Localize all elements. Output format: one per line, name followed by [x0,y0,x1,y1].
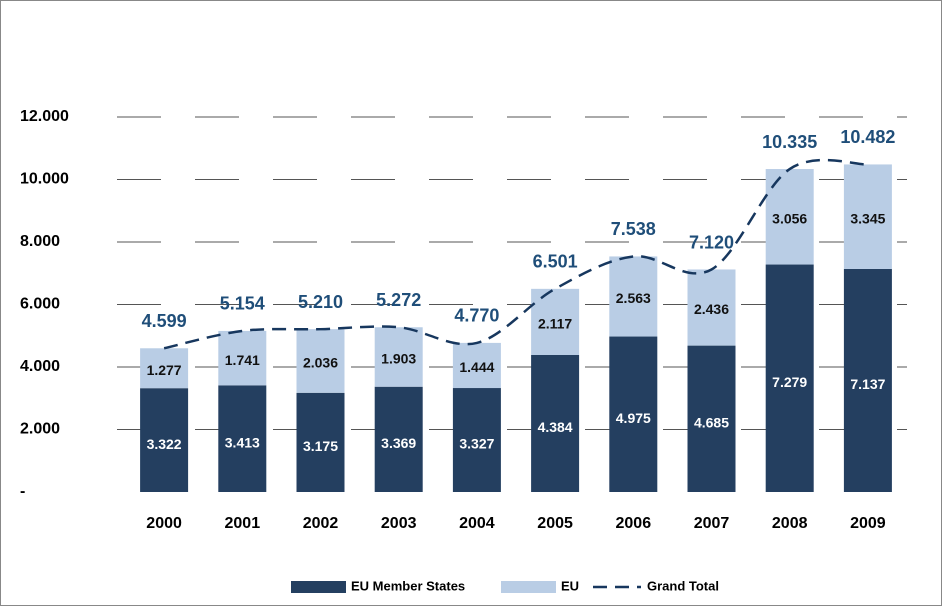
x-tick-label: 2002 [303,515,339,532]
total-label: 5.272 [376,290,421,310]
bar-segment [843,164,892,269]
total-label: 10.335 [762,132,817,152]
data-label: 4.975 [616,410,651,426]
data-label: 3.322 [147,436,182,452]
data-label: 7.137 [850,376,885,392]
x-tick-label: 2001 [225,515,261,532]
data-label: 4.685 [694,415,729,431]
bar-segment [452,388,501,492]
bar-segment [218,385,267,492]
bar-segment [609,336,658,492]
legend-label: Grand Total [647,578,719,593]
data-label: 1.277 [147,362,182,378]
bar-segment [687,269,736,346]
y-tick-label: 12.000 [20,108,69,125]
data-label: 2.036 [303,355,338,371]
total-label: 4.599 [142,311,187,331]
x-tick-label: 2000 [146,515,182,532]
data-label: 3.369 [381,435,416,451]
bar-segment [531,355,580,492]
data-label: 4.384 [538,419,573,435]
y-tick-label: 8.000 [20,233,60,250]
x-tick-label: 2008 [772,515,808,532]
bar-segment [765,264,814,492]
bar-segment [140,348,189,389]
bar-segment [609,256,658,337]
data-label: 3.327 [459,436,494,452]
bar-segment [374,327,423,387]
data-label: 1.444 [459,359,494,375]
bar-segment [687,345,736,492]
y-tick-label: - [20,483,25,500]
y-tick-label: 6.000 [20,296,60,313]
data-label: 2.436 [694,301,729,317]
total-label: 5.154 [220,294,265,314]
y-tick-label: 2.000 [20,421,60,438]
bar-segment [296,329,345,393]
data-label: 3.345 [850,210,885,226]
x-tick-label: 2009 [850,515,886,532]
data-label: 3.413 [225,434,260,450]
bar-segment [452,342,501,389]
x-tick-label: 2004 [459,515,495,532]
total-label: 6.501 [533,252,578,272]
bar-segment [374,386,423,492]
data-label: 3.175 [303,438,338,454]
y-tick-label: 4.000 [20,358,60,375]
y-tick-label: 10.000 [20,171,69,188]
data-label: 7.279 [772,374,807,390]
total-label: 7.538 [611,219,656,239]
total-label: 4.770 [454,306,499,326]
bar-segment [843,268,892,492]
bar-segment [531,288,580,355]
data-label: 3.056 [772,210,807,226]
x-tick-label: 2005 [537,515,573,532]
legend-swatch [291,581,346,593]
total-label: 7.120 [689,232,734,252]
data-label: 2.563 [616,290,651,306]
data-label: 1.741 [225,352,260,368]
total-label: 10.482 [840,127,895,147]
data-label: 1.903 [381,351,416,367]
x-tick-label: 2003 [381,515,417,532]
bar-segment [296,392,345,492]
data-label: 2.117 [538,316,572,332]
bar-segment [140,388,189,492]
legend-label: EU [561,578,579,593]
legend-label: EU Member States [351,578,465,593]
x-tick-label: 2007 [694,515,730,532]
legend-swatch [501,581,556,593]
total-label: 5.210 [298,292,343,312]
bar-segment [218,330,267,386]
x-tick-label: 2006 [616,515,652,532]
